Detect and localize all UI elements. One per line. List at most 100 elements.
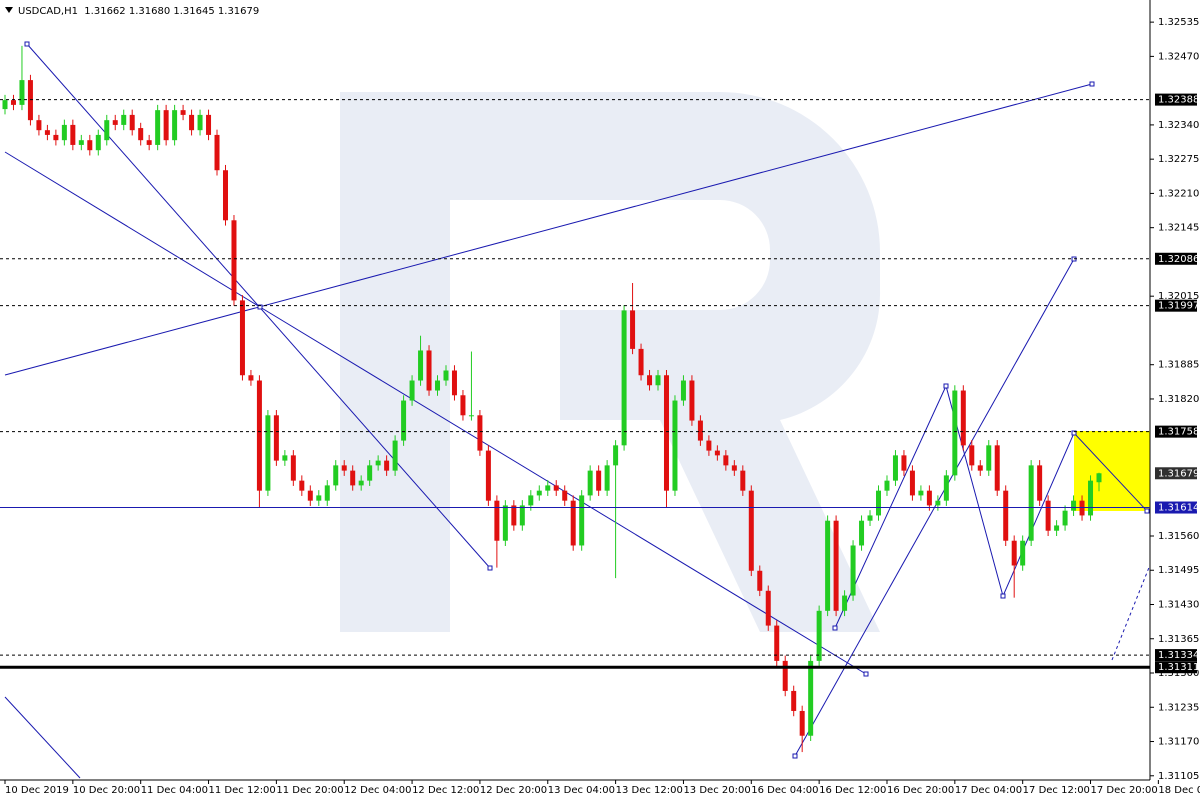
y-tick-label: 1.31235 [1158, 702, 1199, 713]
y-tick-label: 1.32015 [1158, 291, 1199, 302]
candle-body [613, 445, 619, 466]
candle-body [27, 80, 33, 121]
candle-body [748, 490, 754, 571]
y-tick-label: 1.31300 [1158, 668, 1199, 679]
candle-body [341, 465, 347, 471]
x-tick-label: 12 Dec 12:00 [412, 785, 479, 796]
candle-body [926, 490, 932, 506]
candle-body [206, 114, 212, 135]
candle-body [774, 625, 780, 661]
y-tick-label: 1.32535 [1158, 17, 1199, 28]
price-box-label: 1.32086 [1158, 254, 1199, 265]
candle-body [265, 415, 271, 491]
y-tick-label: 1.31820 [1158, 394, 1199, 405]
candle-body [451, 370, 457, 396]
candle-body [630, 310, 636, 349]
candle-body [1003, 490, 1009, 541]
candle-body [1088, 480, 1094, 516]
candle-body [44, 130, 50, 135]
candle-body [943, 475, 949, 501]
x-tick-label: 17 Dec 12:00 [1023, 785, 1090, 796]
candle-body [367, 465, 373, 481]
candle-body [384, 460, 390, 471]
candle-body [1045, 500, 1051, 531]
candle-body [570, 500, 576, 546]
candle-body [189, 114, 195, 131]
y-tick-label: 1.31885 [1158, 360, 1199, 371]
menu-arrow [5, 7, 13, 13]
candle-body [324, 485, 330, 501]
x-tick-label: 12 Dec 20:00 [480, 785, 547, 796]
candle-body [180, 110, 186, 115]
candle-body [146, 140, 152, 145]
candle-body [604, 465, 610, 491]
candle-body [214, 134, 220, 171]
candle-body [70, 124, 76, 145]
candle-body [663, 375, 669, 491]
candle-body [562, 490, 568, 501]
candle-body [596, 470, 602, 491]
x-tick-label: 11 Dec 12:00 [209, 785, 276, 796]
y-tick-label: 1.31495 [1158, 565, 1199, 576]
price-box [1155, 252, 1197, 265]
candle-body [163, 110, 169, 141]
target-zone [1074, 431, 1150, 511]
candle-body [239, 300, 245, 376]
price-box-label: 1.32388 [1158, 95, 1199, 106]
candle-body [290, 455, 296, 481]
candle-body [299, 480, 305, 491]
x-tick-label: 11 Dec 04:00 [141, 785, 208, 796]
candle-body [333, 465, 339, 486]
candle-body [502, 505, 508, 541]
y-tick-label: 1.32145 [1158, 223, 1199, 234]
candle-body [468, 415, 474, 417]
candle-body [935, 500, 941, 506]
candle-body [392, 440, 398, 471]
candle-body [375, 460, 381, 466]
x-tick-label: 17 Dec 04:00 [955, 785, 1022, 796]
candle-body [350, 470, 356, 486]
y-tick-label: 1.32340 [1158, 120, 1199, 131]
candle-body [579, 495, 585, 546]
candle-body [731, 465, 737, 471]
candle-body [95, 134, 101, 151]
candle-body [138, 128, 144, 141]
candle-body [706, 440, 712, 451]
candle-body [53, 134, 59, 141]
candle-body [1062, 510, 1068, 526]
x-tick-label: 16 Dec 20:00 [887, 785, 954, 796]
candle-body [307, 490, 313, 501]
candle-body [977, 465, 983, 471]
price-box-label: 1.31614 [1158, 503, 1199, 514]
x-tick-label: 13 Dec 04:00 [548, 785, 615, 796]
candle-body [969, 445, 975, 466]
candle-body [697, 420, 703, 441]
candle-body [121, 114, 127, 125]
y-tick-label: 1.31560 [1158, 531, 1199, 542]
y-tick-label: 1.32275 [1158, 154, 1199, 165]
candle-body [765, 590, 771, 626]
candle-body [884, 480, 890, 491]
candle-body [1054, 525, 1060, 531]
candle-body [672, 400, 678, 491]
y-tick-label: 1.31105 [1158, 771, 1199, 782]
candle-body [994, 445, 1000, 491]
candle-body [808, 660, 814, 736]
candle-body [909, 470, 915, 496]
price-box [1155, 299, 1197, 312]
candle-body [587, 470, 593, 496]
candle-body [689, 380, 695, 421]
price-box [1155, 93, 1197, 106]
candle-body [273, 415, 279, 461]
candle-body [723, 455, 729, 466]
candle-body [1020, 540, 1026, 566]
candle-body [519, 505, 525, 526]
candle-body [231, 220, 237, 301]
price-box-label: 1.31997 [1158, 301, 1199, 312]
candle-body [901, 455, 907, 471]
candle-body [647, 375, 653, 386]
candle-body [426, 350, 432, 391]
candle-body [850, 545, 856, 596]
candle-body [248, 375, 254, 381]
candle-body [282, 455, 288, 461]
